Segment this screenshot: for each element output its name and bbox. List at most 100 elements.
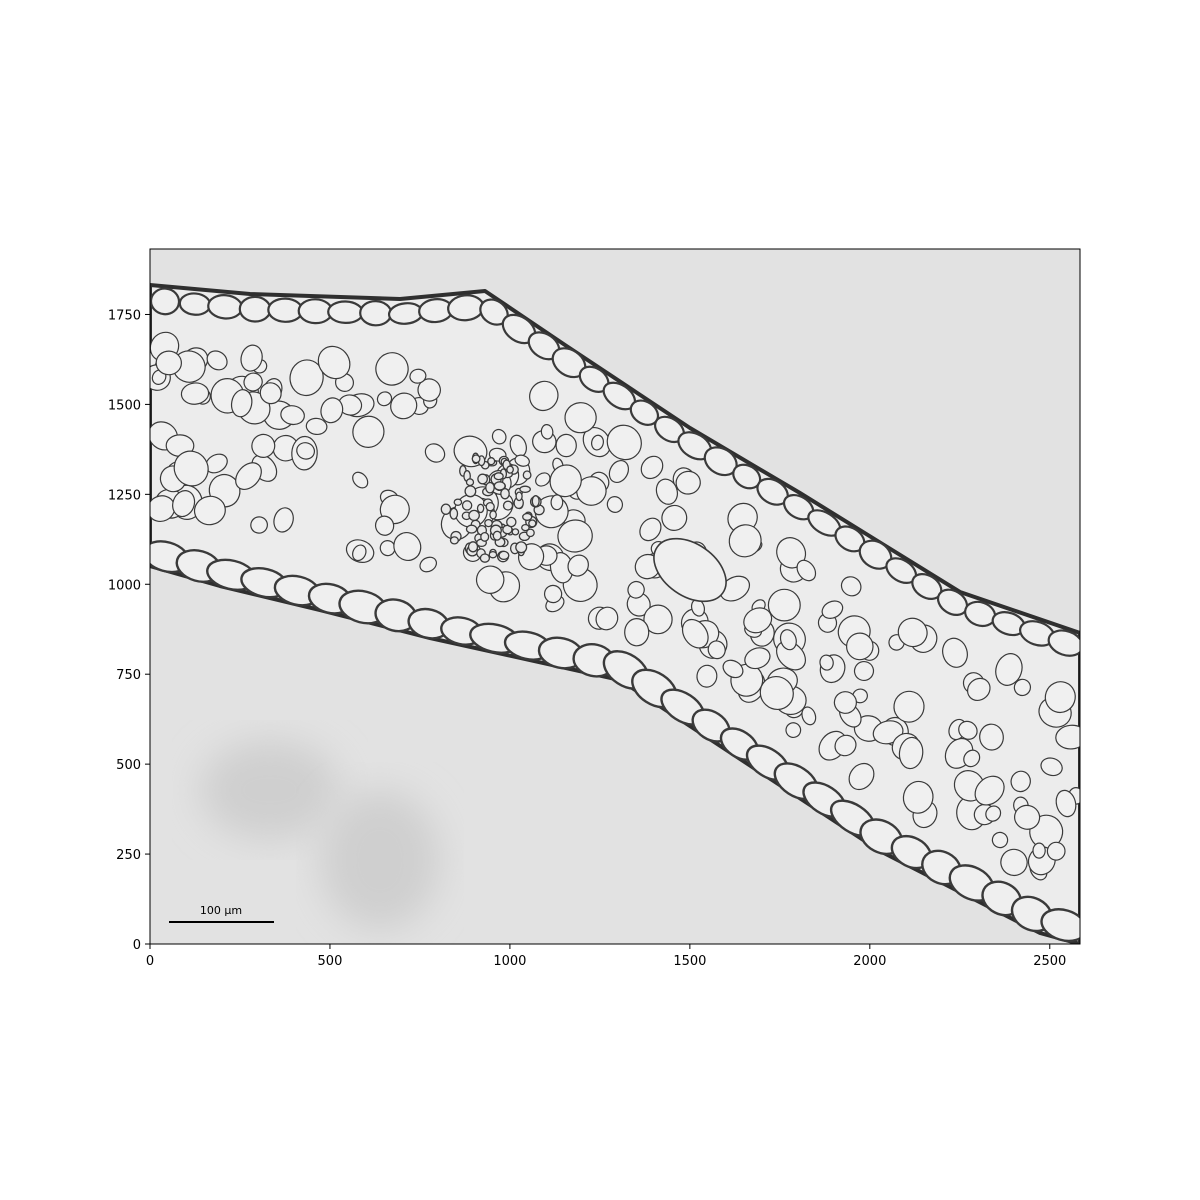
mesophyll-cell [280,405,305,426]
mesophyll-cell [376,391,393,407]
mesophyll-cells [150,331,1080,881]
epidermis-cell [238,295,272,323]
mesophyll-cell [707,640,726,660]
mesophyll-cell [759,675,794,711]
y-axis: 0 250 500 750 1000 1250 1500 1750 [108,308,150,953]
mesophyll-cell [243,372,263,392]
mesophyll-cell [608,459,630,484]
mesophyll-cell [591,434,604,451]
mesophyll-cell [681,618,709,649]
mesophyll-cell [661,504,688,531]
mesophyll-cell [172,490,196,518]
x-tick-label: 2500 [1033,954,1066,969]
vascular-bundle [440,452,727,603]
mesophyll-cell [417,378,441,402]
mesophyll-cell [1013,678,1032,697]
mesophyll-cell [514,454,530,467]
mesophyll-cell [540,424,554,440]
vascular-cell [449,507,459,520]
vascular-cell [476,503,485,514]
mesophyll-cell [419,556,438,573]
vascular-cell [528,519,537,528]
mesophyll-cell [567,554,589,577]
mesophyll-cell [991,831,1009,849]
mesophyll-cell [352,415,385,448]
mesophyll-cell [1055,724,1080,750]
mesophyll-cell [576,476,607,506]
x-tick-label: 0 [146,954,154,969]
vascular-cell [468,509,480,522]
vascular-cell [489,510,497,520]
y-tick-label: 750 [116,668,141,683]
x-tick-label: 1000 [493,954,526,969]
mesophyll-cell [393,532,422,561]
vascular-cell [521,523,530,532]
mesophyll-cell [974,775,1005,806]
vascular-cell [485,501,495,512]
y-tick-label: 0 [133,938,141,953]
vascular-cell [519,485,531,494]
mesophyll-cell [273,507,294,533]
vascular-cell [467,541,479,553]
vascular-cell [515,541,528,554]
mesophyll-cell [840,576,862,597]
mesophyll-cell [801,706,817,726]
vascular-cell [465,478,475,487]
mesophyll-cell [491,428,507,445]
mesophyll-cell [193,495,226,526]
y-tick-label: 250 [116,848,141,863]
mesophyll-cell [475,565,505,594]
mesophyll-cell [155,350,182,376]
background-blur-left [200,740,340,840]
mesophyll-cell [606,496,624,513]
mesophyll-cell [833,691,857,714]
mesophyll-cell [719,575,751,602]
mesophyll-cell [639,517,662,542]
vascular-cell [461,500,473,511]
background-blur-right [320,790,440,930]
vascular-cell [493,481,506,491]
scale-bar-label: 100 µm [200,904,242,917]
epidermis-cell [267,297,304,323]
mesophyll-cell [352,471,369,489]
mesophyll-cell [173,450,209,487]
mesophyll-cell [1014,804,1041,830]
mesophyll-cell [390,392,418,420]
mesophyll-cell [675,470,701,495]
mesophyll-cell [979,723,1004,751]
mesophyll-cell [606,424,642,461]
x-tick-label: 2000 [853,954,886,969]
mesophyll-cell [958,720,978,740]
mesophyll-cell [250,516,268,534]
mesophyll-cell [409,368,427,384]
vascular-cell [465,524,478,534]
vascular-cell [487,457,496,466]
mesophyll-cell [1040,757,1063,777]
y-tick-label: 1500 [108,398,141,413]
mesophyll-cell [1055,789,1077,818]
mesophyll-cell [796,559,817,582]
epidermis-cell [150,287,181,316]
mesophyll-cell [942,637,968,668]
vascular-cell [522,470,532,480]
y-tick-label: 1750 [108,308,141,323]
mesophyll-cell [1044,681,1076,714]
vascular-cell [485,481,495,494]
mesophyll-cell [535,472,551,487]
vascular-cell [480,531,490,542]
mesophyll-cell [305,417,328,436]
vascular-cell [440,503,452,515]
y-tick-label: 1000 [108,578,141,593]
vascular-cell [477,473,488,485]
mesophyll-cell [289,359,324,397]
vascular-cell [498,550,510,561]
mesophyll-cell [897,617,928,648]
epidermis-cell [1047,629,1080,657]
epidermis-cell [327,300,364,325]
y-tick-label: 1250 [108,488,141,503]
vascular-cell [471,454,481,464]
mesophyll-cell [728,524,762,558]
vascular-cell [484,518,493,528]
large-parenchyma-cell [653,537,727,603]
